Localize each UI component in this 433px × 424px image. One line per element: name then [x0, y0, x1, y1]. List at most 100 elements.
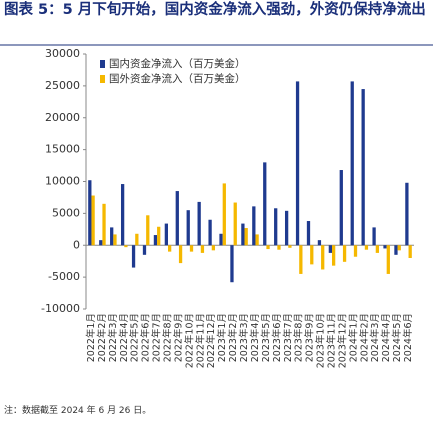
bar [113, 234, 117, 246]
bar [189, 245, 194, 252]
bar [168, 245, 172, 252]
bar [266, 245, 270, 250]
bar [364, 245, 369, 250]
x-tick-label: 2022年11月 [194, 313, 206, 368]
x-tick-label: 2024年3月 [369, 313, 381, 362]
bar [284, 210, 289, 246]
x-tick-label: 2022年10月 [183, 313, 195, 368]
chart-title: 图表 5：5 月下旬开始，国内资金净流入强劲，外资仍保持净流出 [4, 2, 426, 18]
x-tick-label: 2022年12月 [205, 313, 217, 368]
bar [342, 245, 347, 262]
bar [350, 81, 354, 246]
x-tick-label: 2023年7月 [282, 313, 294, 362]
bar [353, 245, 358, 257]
bar [153, 235, 158, 246]
x-tick-label: 2023年8月 [293, 313, 305, 362]
x-tick-label: 2022年8月 [162, 313, 174, 362]
legend-label: 国外资金净流入（百万美金） [109, 72, 246, 85]
bar [110, 227, 114, 246]
bar [255, 234, 259, 246]
bar [88, 180, 92, 246]
legend-swatch [100, 60, 105, 68]
bar [317, 240, 322, 246]
bar [328, 245, 332, 253]
bar [200, 245, 205, 253]
title-box: 图表 5：5 月下旬开始，国内资金净流入强劲，外资仍保持净流出 [4, 2, 426, 18]
bar [332, 245, 336, 266]
bar [263, 162, 267, 246]
note: 注：数据截至 2024 年 6 月 26 日。 [4, 404, 151, 416]
x-tick-label: 2022年3月 [107, 313, 119, 362]
bar [408, 245, 412, 258]
x-tick-label: 2024年1月 [347, 313, 359, 362]
bar [288, 245, 292, 248]
y-tick-label: 20000 [45, 111, 80, 124]
x-tick-label: 2023年10月 [315, 313, 327, 368]
bar [219, 233, 223, 246]
bar [386, 245, 390, 274]
bar [321, 245, 325, 270]
bar [233, 202, 237, 246]
y-tick-label: -5000 [48, 270, 80, 283]
bar [135, 233, 139, 246]
x-tick-label: 2023年11月 [326, 313, 338, 368]
bar [146, 215, 150, 246]
x-tick-label: 2022年5月 [129, 313, 141, 362]
y-tick-label: 30000 [45, 47, 80, 60]
bar [252, 206, 256, 246]
x-tick-label: 2022年2月 [96, 313, 108, 362]
x-tick-label: 2022年1月 [85, 313, 97, 362]
bar [277, 245, 281, 250]
bar [175, 191, 179, 246]
y-tick-label: 0 [73, 238, 80, 251]
bar [274, 208, 278, 246]
bar [372, 227, 376, 246]
bar [394, 245, 398, 255]
bar [397, 245, 401, 251]
bar [124, 245, 128, 248]
x-tick-label: 2022年6月 [140, 313, 152, 362]
bar [310, 245, 314, 265]
bar [339, 170, 343, 246]
bar [91, 195, 95, 246]
x-tick-label: 2024年4月 [380, 313, 392, 362]
bar [375, 245, 380, 253]
bar [178, 245, 183, 264]
y-tick-label: 25000 [45, 79, 80, 92]
bar [142, 245, 147, 255]
x-tick-label: 2023年12月 [336, 313, 348, 368]
x-tick-label: 2023年1月 [216, 313, 228, 362]
bar [383, 245, 387, 249]
bar [102, 203, 106, 246]
bar [164, 223, 168, 246]
y-tick-label: 15000 [45, 143, 80, 156]
bar [186, 210, 190, 246]
bar [120, 184, 125, 246]
bar [131, 245, 136, 268]
legend-swatch [100, 75, 105, 83]
x-tick-label: 2022年4月 [118, 313, 130, 362]
legend-label: 国内资金净流入（百万美金） [109, 57, 246, 70]
x-tick-label: 2023年4月 [249, 313, 261, 362]
y-tick-label: 10000 [45, 175, 80, 188]
x-tick-label: 2023年2月 [227, 313, 239, 362]
bar [405, 182, 409, 246]
x-tick-label: 2022年7月 [151, 313, 163, 362]
x-tick-label: 2024年5月 [391, 313, 403, 362]
bar [230, 245, 234, 283]
x-tick-label: 2024年6月 [402, 313, 414, 362]
bar [295, 81, 300, 246]
x-tick-label: 2023年3月 [238, 313, 250, 362]
bar [99, 240, 103, 246]
x-tick-label: 2023年5月 [260, 313, 272, 362]
bar [299, 245, 303, 274]
x-tick-label: 2023年9月 [304, 313, 316, 362]
x-tick-label: 2023年6月 [271, 313, 283, 362]
bar [361, 89, 365, 246]
x-tick-label: 2022年9月 [172, 313, 184, 362]
bar [222, 183, 226, 246]
x-tick-label: 2024年2月 [358, 313, 370, 362]
y-tick-label: 5000 [52, 206, 80, 219]
bar [197, 201, 201, 246]
